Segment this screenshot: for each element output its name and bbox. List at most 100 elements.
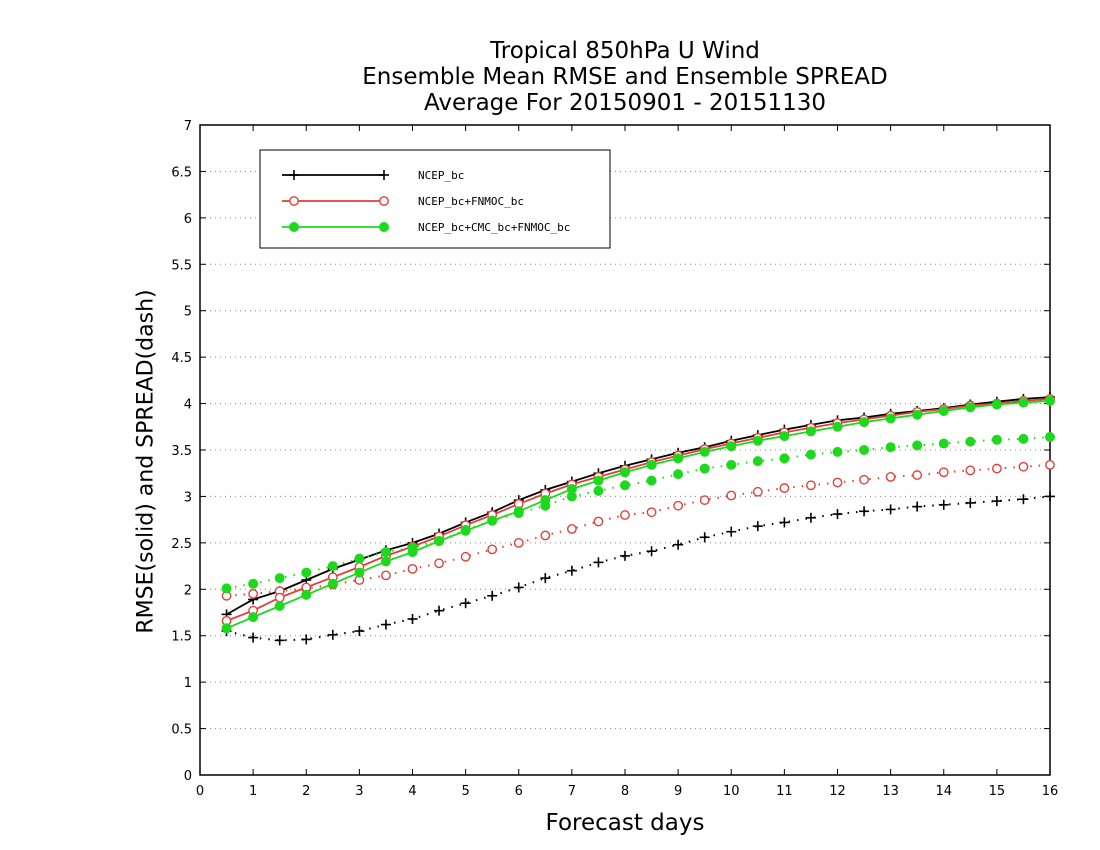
- series-3-spread-point: [991, 434, 1002, 445]
- x-tick-label: 8: [621, 784, 629, 799]
- series-3-rmse-point: [407, 547, 418, 558]
- series-3-rmse-point: [726, 441, 737, 452]
- series-3-rmse-point: [752, 435, 763, 446]
- legend-label: NCEP_bc+CMC_bc+FNMOC_bc: [418, 221, 570, 234]
- series-1-spread-line: [226, 495, 1051, 642]
- series-3: [221, 395, 1055, 634]
- legend-marker: [289, 222, 299, 232]
- series-1-spread-point: [673, 539, 684, 550]
- series-3-spread-point: [726, 459, 737, 470]
- series-3-rmse-point: [673, 453, 684, 464]
- series-1-spread-point: [699, 532, 710, 543]
- series-1-spread-point: [407, 614, 418, 624]
- series-3-spread-point: [1045, 432, 1055, 442]
- series-3-rmse-point: [938, 406, 949, 416]
- series-2-spread-point: [460, 551, 471, 562]
- series-3-spread-point: [380, 547, 391, 558]
- x-tick-label: 0: [196, 784, 204, 799]
- series-2-spread-point: [859, 474, 869, 485]
- series-2-spread-point: [779, 483, 790, 493]
- series-3-spread-point: [779, 453, 790, 464]
- series-2-rmse-line: [226, 398, 1051, 622]
- series-3-rmse-point: [221, 623, 232, 634]
- series-3-spread-point: [832, 446, 843, 457]
- series-2-spread-point: [885, 472, 896, 482]
- series-2-spread-point: [965, 465, 976, 476]
- series-1-spread-point: [805, 512, 816, 523]
- x-tick-label: 1: [249, 784, 257, 799]
- x-tick-label: 15: [989, 784, 1006, 799]
- y-tick-label: 5: [184, 305, 192, 320]
- series-2-spread-point: [407, 563, 418, 574]
- series-group: [221, 392, 1055, 646]
- series-3-rmse-point: [779, 431, 790, 442]
- y-tick-label: 6: [184, 212, 192, 227]
- axis-ticks: 00.511.522.533.544.555.566.570 1 2 3 4 5 6 7 8 9 1…: [171, 119, 1058, 799]
- series-3-rmse-point: [620, 467, 630, 478]
- series-2: [221, 394, 1055, 626]
- series-2-spread-point: [620, 510, 630, 520]
- y-tick-label: 5.5: [171, 258, 192, 273]
- series-1-spread-point: [380, 619, 391, 630]
- x-tick-label: 2: [302, 784, 310, 799]
- series-2-spread-point: [699, 495, 710, 506]
- x-tick-label: 16: [1042, 784, 1059, 799]
- series-1-spread-point: [885, 504, 896, 515]
- series-1-spread-point: [991, 496, 1002, 507]
- series-2-spread-point: [752, 486, 763, 497]
- series-1-spread-point: [248, 632, 259, 643]
- series-1-spread-point: [832, 509, 843, 520]
- x-tick-label: 9: [674, 784, 682, 799]
- y-tick-label: 1: [184, 676, 192, 691]
- series-2-spread-point: [673, 500, 684, 511]
- series-3-spread-point: [699, 463, 710, 474]
- series-2-spread-point: [646, 507, 657, 518]
- series-1-rmse-line: [226, 396, 1051, 616]
- series-2-spread-point: [487, 544, 498, 555]
- series-3-spread-point: [938, 438, 949, 449]
- y-tick-label: 6.5: [171, 165, 192, 180]
- series-2-spread-point: [1045, 459, 1055, 470]
- series-3-rmse-point: [248, 612, 259, 623]
- y-axis-label: RMSE(solid) and SPREAD(dash): [133, 289, 159, 634]
- x-tick-label: 7: [568, 784, 576, 799]
- series-3-spread-point: [965, 436, 976, 447]
- series-3-rmse-point: [327, 578, 338, 589]
- series-1-spread-point: [752, 521, 763, 532]
- series-3-rmse-point: [699, 446, 710, 457]
- series-1-spread-point: [513, 582, 524, 593]
- y-tick-label: 7: [184, 119, 192, 134]
- series-2-spread-point: [593, 516, 604, 527]
- series-1-spread-point: [646, 546, 657, 557]
- series-2-spread-point: [540, 530, 551, 541]
- series-2-spread-point: [513, 537, 524, 548]
- series-3-rmse-point: [593, 475, 604, 486]
- x-tick-label: 12: [829, 784, 846, 799]
- x-tick-label: 6: [515, 784, 523, 799]
- series-1-spread-point: [301, 634, 312, 645]
- series-3-rmse-point: [301, 589, 312, 600]
- series-2-spread-point: [434, 558, 444, 569]
- series-3-rmse-point: [274, 601, 285, 611]
- series-1-spread-point: [938, 499, 949, 510]
- series-3-rmse-point: [380, 556, 391, 567]
- series-1-spread-point: [327, 629, 338, 640]
- series-2-spread-point: [806, 480, 816, 491]
- series-3-spread-point: [327, 561, 338, 572]
- series-3-spread-point: [354, 553, 365, 564]
- y-tick-label: 0.5: [171, 723, 192, 738]
- series-1-spread-point: [487, 590, 498, 601]
- series-3-spread-point: [885, 442, 896, 453]
- series-3-rmse-point: [540, 495, 551, 506]
- series-3-spread-point: [646, 475, 657, 486]
- series-3-rmse-point: [805, 426, 816, 437]
- series-3-spread-point: [274, 573, 285, 584]
- series-3-rmse-point: [1018, 397, 1029, 408]
- series-3-rmse-point: [434, 536, 445, 546]
- series-3-spread-point: [752, 456, 763, 467]
- series-3-spread-point: [673, 469, 684, 480]
- series-3-rmse-point: [646, 459, 657, 470]
- series-2-spread-point: [381, 570, 391, 581]
- y-tick-label: 0: [184, 769, 192, 784]
- legend-label: NCEP_bc+FNMOC_bc: [418, 195, 524, 208]
